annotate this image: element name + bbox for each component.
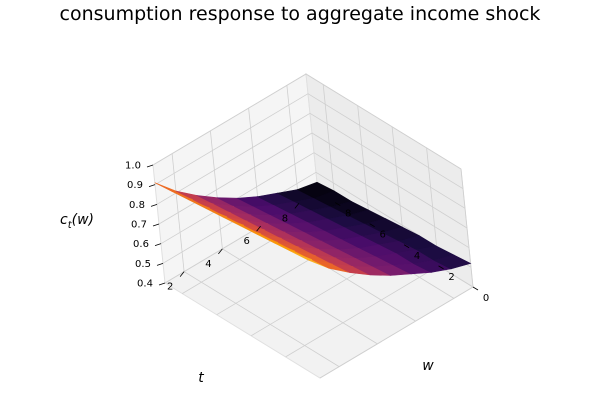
z-tick-label: 0.9 [127,180,143,191]
z-tick-mark [154,243,162,247]
t-tick-mark [294,203,300,209]
z-axis-label: ct(w) [60,212,94,231]
w-tick-label: 2 [448,272,454,283]
w-tick-mark [369,223,375,228]
z-tick-mark [146,164,154,168]
z-tick-mark [156,262,164,266]
z-grid-line [158,132,468,229]
t-tick-label: 2 [167,282,173,293]
w-tick-mark [403,244,410,249]
z-grid-line [156,112,466,209]
t-tick-label: 6 [243,236,249,247]
z-tick-label: 1.0 [125,161,141,172]
z-grid-line [154,93,464,190]
z-axis-label-rest: (w) [72,212,94,228]
w-tick-mark [438,265,444,270]
z-tick-label: 0.8 [129,200,145,211]
t-tick-mark [179,271,185,277]
z-tick-label: 0.6 [133,239,149,250]
t-tick-label: 4 [205,259,211,270]
w-tick-mark [472,286,479,291]
z-tick-mark [150,203,158,207]
x-axis-label: w [422,358,434,374]
w-tick-label: 0 [483,293,489,304]
surface-patch [433,254,472,270]
z-tick-label: 0.7 [131,220,147,231]
z-axis-label-main: c [60,212,68,228]
z-tick-mark [158,282,166,286]
z-axis-label-sub: t [68,220,73,231]
t-tick-label: 8 [282,213,288,224]
y-axis-label: t [198,370,204,386]
surface [154,181,472,276]
t-tick-mark [218,248,223,255]
z-tick-label: 0.4 [137,279,153,290]
z-tick-label: 0.5 [135,259,151,270]
z-grid-line [152,73,462,170]
z-tick-mark [152,223,160,227]
w-tick-label: 8 [345,209,351,220]
w-tick-label: 6 [379,230,385,241]
chart-title: consumption response to aggregate income… [60,3,541,25]
z-grid-line [160,152,470,249]
w-tick-label: 4 [414,251,420,262]
z-tick-mark [148,184,156,188]
axis-ticks: 0.4 0.5 0.6 0.7 0.8 0.9 1.0 2 4 6 8 0 2 4 6 8 [125,161,489,305]
t-tick-mark [256,225,261,232]
w-tick-mark [335,202,341,206]
